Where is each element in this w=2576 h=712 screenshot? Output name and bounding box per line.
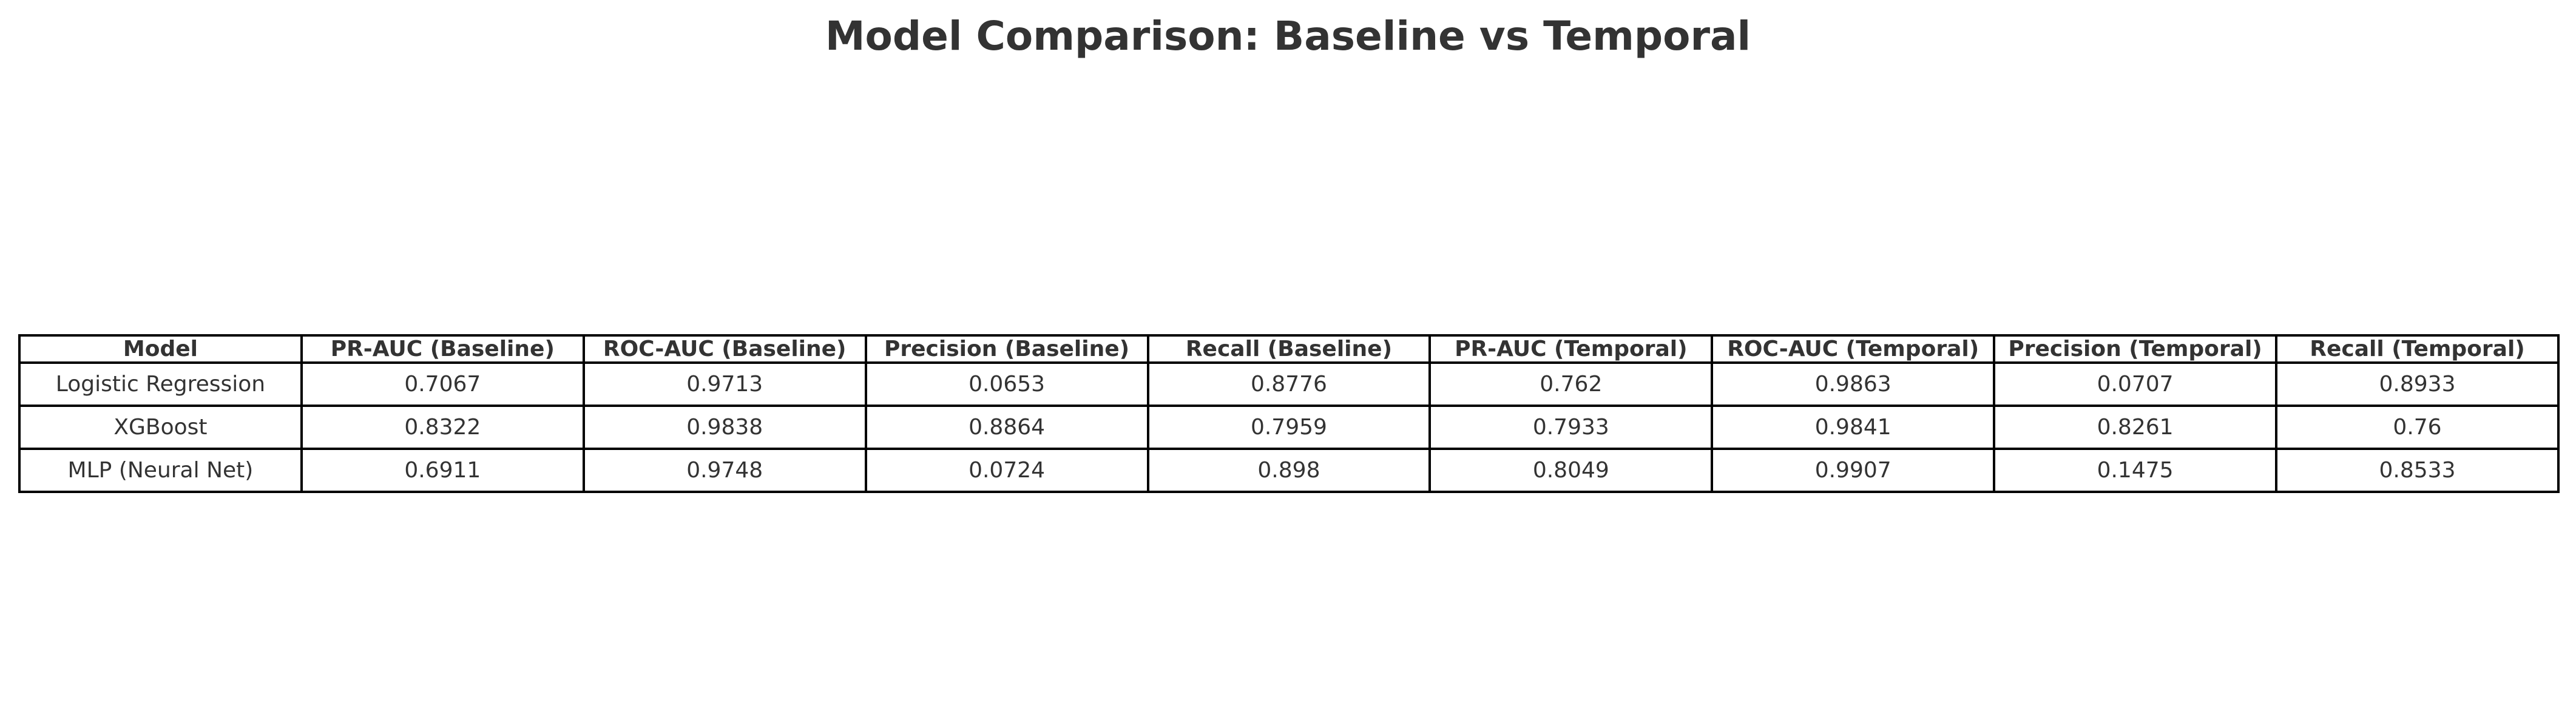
metric-cell: 0.9863 <box>1711 361 1996 407</box>
metric-cell: 0.7959 <box>1146 405 1432 450</box>
column-header: Recall (Baseline) <box>1146 334 1432 364</box>
metric-cell: 0.1475 <box>1993 448 2277 493</box>
table-body: Logistic Regression 0.7067 0.9713 0.0653 0.8… <box>18 361 2560 493</box>
metric-cell: 0.8322 <box>300 405 585 450</box>
metric-cell: 0.8261 <box>1993 405 2277 450</box>
column-header: ROC-AUC (Baseline) <box>582 334 867 364</box>
model-name-cell: XGBoost <box>18 405 303 450</box>
metric-cell: 0.8049 <box>1428 448 1714 493</box>
metric-cell: 0.8776 <box>1146 361 1432 407</box>
metric-cell: 0.0724 <box>864 448 1149 493</box>
metric-cell: 0.0653 <box>864 361 1149 407</box>
table-row: MLP (Neural Net) 0.6911 0.9748 0.0724 0.898 0… <box>18 448 2560 493</box>
model-name-cell: Logistic Regression <box>18 361 303 407</box>
metric-cell: 0.7067 <box>300 361 585 407</box>
metric-cell: 0.762 <box>1428 361 1714 407</box>
metric-cell: 0.9841 <box>1711 405 1996 450</box>
metric-cell: 0.9748 <box>582 448 867 493</box>
metric-cell: 0.8933 <box>2275 361 2560 407</box>
column-header: PR-AUC (Temporal) <box>1428 334 1714 364</box>
table-row: Logistic Regression 0.7067 0.9713 0.0653 0.8… <box>18 361 2560 407</box>
model-name-cell: MLP (Neural Net) <box>18 448 303 493</box>
column-header: Model <box>18 334 303 364</box>
column-header: ROC-AUC (Temporal) <box>1711 334 1996 364</box>
results-table: Model PR-AUC (Baseline) ROC-AUC (Baseline)… <box>18 334 2560 493</box>
column-header: Precision (Baseline) <box>864 334 1149 364</box>
metric-cell: 0.8533 <box>2275 448 2560 493</box>
chart-title: Model Comparison: Baseline vs Temporal <box>825 13 1751 59</box>
column-header: Precision (Temporal) <box>1993 334 2277 364</box>
metric-cell: 0.0707 <box>1993 361 2277 407</box>
metric-cell: 0.9713 <box>582 361 867 407</box>
metric-cell: 0.898 <box>1146 448 1432 493</box>
metric-cell: 0.9838 <box>582 405 867 450</box>
column-header: Recall (Temporal) <box>2275 334 2560 364</box>
table-row: XGBoost 0.8322 0.9838 0.8864 0.7959 0.7933 0.9… <box>18 405 2560 450</box>
metric-cell: 0.7933 <box>1428 405 1714 450</box>
header-row: Model PR-AUC (Baseline) ROC-AUC (Baseline)… <box>18 334 2560 364</box>
column-header: PR-AUC (Baseline) <box>300 334 585 364</box>
metric-cell: 0.9907 <box>1711 448 1996 493</box>
metric-cell: 0.6911 <box>300 448 585 493</box>
metric-cell: 0.76 <box>2275 405 2560 450</box>
metric-cell: 0.8864 <box>864 405 1149 450</box>
